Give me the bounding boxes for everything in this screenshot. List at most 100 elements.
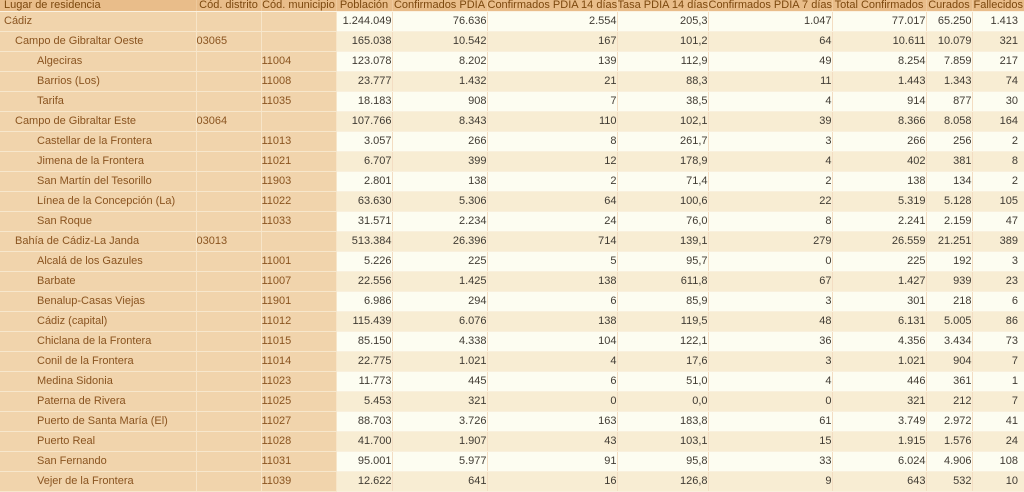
cell-lugar-de-residencia[interactable]: San Martín del Tesorillo — [0, 171, 197, 192]
column-header-curados[interactable]: Curados — [926, 0, 973, 12]
cell-confirmados-pdia-14-dias: 714 — [487, 231, 618, 252]
cell-fallecidos: 1.413 — [972, 11, 1024, 32]
column-header-confirmados-pdia-14-dias[interactable]: Confirmados PDIA 14 días — [487, 0, 618, 12]
cell-lugar-de-residencia[interactable]: Bahía de Cádiz-La Janda — [0, 231, 197, 252]
cell-lugar-de-residencia[interactable]: Benalup-Casas Viejas — [0, 291, 197, 312]
cell-total-confirmados: 6.024 — [832, 451, 927, 472]
cell-confirmados-pdia: 10.542 — [392, 31, 488, 52]
cell-lugar-de-residencia[interactable]: Conil de la Frontera — [0, 351, 197, 372]
cell-cod-distrito — [196, 331, 262, 352]
cell-lugar-de-residencia[interactable]: Jimena de la Frontera — [0, 151, 197, 172]
cell-tasa-pdia-14-dias: 51,0 — [617, 371, 709, 392]
table-row: Castellar de la Frontera 11013 3.057 266 8 26… — [0, 131, 1024, 152]
cell-cod-municipio — [261, 11, 337, 32]
cell-lugar-de-residencia[interactable]: Chiclana de la Frontera — [0, 331, 197, 352]
cell-cod-distrito — [196, 51, 262, 72]
cell-total-confirmados: 3.749 — [832, 411, 927, 432]
cell-tasa-pdia-14-dias: 76,0 — [617, 211, 709, 232]
table-row: Vejer de la Frontera 11039 12.622 641 16 126,… — [0, 471, 1024, 492]
cell-total-confirmados: 77.017 — [832, 11, 927, 32]
cell-curados: 3.434 — [926, 331, 973, 352]
cell-tasa-pdia-14-dias: 112,9 — [617, 51, 709, 72]
cell-confirmados-pdia-7-dias: 4 — [708, 91, 833, 112]
cell-poblacion: 22.556 — [336, 271, 393, 292]
cell-cod-municipio: 11033 — [261, 211, 337, 232]
cell-curados: 904 — [926, 351, 973, 372]
cell-lugar-de-residencia[interactable]: Cádiz — [0, 11, 197, 32]
cell-confirmados-pdia: 3.726 — [392, 411, 488, 432]
cell-lugar-de-residencia[interactable]: Algeciras — [0, 51, 197, 72]
table-row: Benalup-Casas Viejas 11901 6.986 294 6 85,9 3 3… — [0, 291, 1024, 312]
cell-curados: 2.972 — [926, 411, 973, 432]
cell-lugar-de-residencia[interactable]: Tarifa — [0, 91, 197, 112]
column-header-cod-distrito[interactable]: Cód. distrito — [196, 0, 262, 12]
cell-fallecidos: 389 — [972, 231, 1024, 252]
cell-cod-municipio: 11004 — [261, 51, 337, 72]
cell-confirmados-pdia-7-dias: 3 — [708, 131, 833, 152]
cell-poblacion: 5.453 — [336, 391, 393, 412]
cell-confirmados-pdia-14-dias: 138 — [487, 271, 618, 292]
cell-cod-distrito: 03064 — [196, 111, 262, 132]
cell-confirmados-pdia-14-dias: 2.554 — [487, 11, 618, 32]
cell-tasa-pdia-14-dias: 71,4 — [617, 171, 709, 192]
cell-total-confirmados: 266 — [832, 131, 927, 152]
column-header-cod-municipio[interactable]: Cód. municipio — [261, 0, 337, 12]
cell-lugar-de-residencia[interactable]: Medina Sidonia — [0, 371, 197, 392]
column-header-total-confirmados[interactable]: Total Confirmados — [832, 0, 927, 12]
cell-confirmados-pdia-14-dias: 43 — [487, 431, 618, 452]
column-header-poblacion[interactable]: Población — [336, 0, 393, 12]
cell-cod-municipio: 11012 — [261, 311, 337, 332]
column-header-tasa-pdia-14-dias[interactable]: Tasa PDIA 14 días — [617, 0, 709, 12]
column-header-fallecidos[interactable]: Fallecidos — [972, 0, 1024, 12]
cell-lugar-de-residencia[interactable]: Línea de la Concepción (La) — [0, 191, 197, 212]
cell-confirmados-pdia: 4.338 — [392, 331, 488, 352]
header-row: Lugar de residencia Cód. distrito Cód. m… — [0, 0, 1024, 12]
cell-lugar-de-residencia[interactable]: Alcalá de los Gazules — [0, 251, 197, 272]
cell-fallecidos: 10 — [972, 471, 1024, 492]
cell-tasa-pdia-14-dias: 261,7 — [617, 131, 709, 152]
cell-cod-municipio: 11022 — [261, 191, 337, 212]
cell-lugar-de-residencia[interactable]: Vejer de la Frontera — [0, 471, 197, 492]
table-row: Barrios (Los) 11008 23.777 1.432 21 88,3 11 1.4… — [0, 71, 1024, 92]
cell-lugar-de-residencia[interactable]: Campo de Gibraltar Oeste — [0, 31, 197, 52]
column-header-lugar-de-residencia[interactable]: Lugar de residencia — [0, 0, 197, 12]
cell-total-confirmados: 643 — [832, 471, 927, 492]
cell-total-confirmados: 1.915 — [832, 431, 927, 452]
cell-lugar-de-residencia[interactable]: Barbate — [0, 271, 197, 292]
cell-fallecidos: 8 — [972, 151, 1024, 172]
cell-curados: 5.128 — [926, 191, 973, 212]
cell-confirmados-pdia: 1.432 — [392, 71, 488, 92]
cell-tasa-pdia-14-dias: 183,8 — [617, 411, 709, 432]
cell-confirmados-pdia-7-dias: 64 — [708, 31, 833, 52]
cell-total-confirmados: 4.356 — [832, 331, 927, 352]
cell-cod-municipio: 11021 — [261, 151, 337, 172]
cell-tasa-pdia-14-dias: 38,5 — [617, 91, 709, 112]
cell-fallecidos: 164 — [972, 111, 1024, 132]
cell-tasa-pdia-14-dias: 611,8 — [617, 271, 709, 292]
cell-lugar-de-residencia[interactable]: Cádiz (capital) — [0, 311, 197, 332]
cell-confirmados-pdia-7-dias: 3 — [708, 291, 833, 312]
cell-cod-distrito — [196, 91, 262, 112]
column-header-confirmados-pdia-7-dias[interactable]: Confirmados PDIA 7 días — [708, 0, 833, 12]
column-header-confirmados-pdia[interactable]: Confirmados PDIA — [392, 0, 488, 12]
cell-lugar-de-residencia[interactable]: Puerto Real — [0, 431, 197, 452]
cell-lugar-de-residencia[interactable]: Castellar de la Frontera — [0, 131, 197, 152]
cell-curados: 532 — [926, 471, 973, 492]
cell-confirmados-pdia: 1.907 — [392, 431, 488, 452]
cell-confirmados-pdia-7-dias: 2 — [708, 171, 833, 192]
cell-poblacion: 18.183 — [336, 91, 393, 112]
cell-lugar-de-residencia[interactable]: San Fernando — [0, 451, 197, 472]
cell-poblacion: 2.801 — [336, 171, 393, 192]
cell-total-confirmados: 8.254 — [832, 51, 927, 72]
cell-confirmados-pdia-14-dias: 139 — [487, 51, 618, 72]
cell-lugar-de-residencia[interactable]: Puerto de Santa María (El) — [0, 411, 197, 432]
cell-fallecidos: 30 — [972, 91, 1024, 112]
cell-tasa-pdia-14-dias: 88,3 — [617, 71, 709, 92]
cell-cod-distrito — [196, 171, 262, 192]
cell-confirmados-pdia-14-dias: 6 — [487, 291, 618, 312]
cell-fallecidos: 6 — [972, 291, 1024, 312]
cell-lugar-de-residencia[interactable]: San Roque — [0, 211, 197, 232]
cell-lugar-de-residencia[interactable]: Barrios (Los) — [0, 71, 197, 92]
cell-lugar-de-residencia[interactable]: Campo de Gibraltar Este — [0, 111, 197, 132]
cell-lugar-de-residencia[interactable]: Paterna de Rivera — [0, 391, 197, 412]
